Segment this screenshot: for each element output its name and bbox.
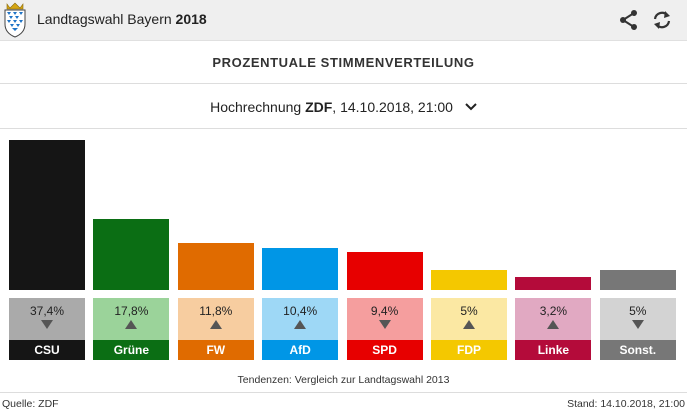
party-column: 10,4% AfD xyxy=(262,130,339,360)
value-box: 5% xyxy=(431,298,507,340)
result-bar xyxy=(93,219,170,290)
party-label: Grüne xyxy=(93,340,170,360)
value-label: 5% xyxy=(460,304,478,318)
trend-down-icon xyxy=(631,320,644,329)
value-label: 37,4% xyxy=(29,304,65,318)
bavaria-crest-icon xyxy=(4,2,26,38)
top-bar: Landtagswahl Bayern 2018 xyxy=(0,0,687,41)
party-column: 11,8% FW xyxy=(177,130,254,360)
forecast-prefix: Hochrechnung xyxy=(210,99,302,115)
result-bar xyxy=(515,277,592,290)
share-icon[interactable] xyxy=(618,9,640,31)
value-box: 17,8% xyxy=(93,298,170,340)
refresh-icon[interactable] xyxy=(651,9,673,31)
result-bar xyxy=(9,140,85,290)
trend-up-icon xyxy=(294,320,307,329)
value-label: 17,8% xyxy=(114,304,149,318)
footer: Quelle: ZDF Stand: 14.10.2018, 21:00 xyxy=(0,392,687,413)
timestamp-text: Stand: 14.10.2018, 21:00 xyxy=(567,398,685,410)
party-column: 3,2% Linke xyxy=(515,130,592,360)
trend-down-icon xyxy=(41,320,53,329)
section-title: PROZENTUALE STIMMENVERTEILUNG xyxy=(0,41,687,84)
value-label: 3,2% xyxy=(539,304,568,318)
party-label: CSU xyxy=(9,340,85,360)
value-label: 11,8% xyxy=(199,304,233,318)
party-column: 17,8% Grüne xyxy=(93,130,170,360)
trend-up-icon xyxy=(125,320,138,329)
results-chart: 37,4% CSU 17,8% Grüne 11,8% FW 10,4% AfD 9,4% SPD… xyxy=(0,130,687,360)
value-box: 3,2% xyxy=(515,298,592,340)
value-label: 9,4% xyxy=(370,304,399,318)
value-box: 9,4% xyxy=(346,298,423,340)
source-text: Quelle: ZDF xyxy=(2,398,59,410)
value-label: 5% xyxy=(629,304,647,318)
party-label: SPD xyxy=(346,340,423,360)
trend-down-icon xyxy=(378,320,391,329)
forecast-datetime: , 14.10.2018, 21:00 xyxy=(332,99,453,115)
value-box: 11,8% xyxy=(177,298,254,340)
value-box: 5% xyxy=(599,298,676,340)
forecast-source: ZDF xyxy=(305,99,333,115)
trend-up-icon xyxy=(463,320,475,329)
result-bar xyxy=(346,252,423,290)
party-label: AfD xyxy=(262,340,339,360)
party-column: 37,4% CSU xyxy=(9,130,85,360)
value-box: 10,4% xyxy=(262,298,339,340)
chevron-down-icon[interactable] xyxy=(465,103,477,111)
result-bar xyxy=(431,270,507,290)
result-bar xyxy=(599,270,676,290)
forecast-selector[interactable]: Hochrechnung ZDF, 14.10.2018, 21:00 xyxy=(0,85,687,129)
result-bar xyxy=(262,248,339,290)
trend-note: Tendenzen: Vergleich zur Landtagswahl 20… xyxy=(237,374,450,386)
result-bar xyxy=(177,243,254,290)
party-label: Linke xyxy=(515,340,592,360)
party-label: FW xyxy=(177,340,254,360)
app-title: Landtagswahl Bayern 2018 xyxy=(37,11,207,27)
party-column: 9,4% SPD xyxy=(346,130,423,360)
trend-up-icon xyxy=(547,320,560,329)
value-label: 10,4% xyxy=(283,304,318,318)
party-label: Sonst. xyxy=(599,340,676,360)
party-column: 5% FDP xyxy=(431,130,507,360)
trend-up-icon xyxy=(209,320,222,329)
party-column: 5% Sonst. xyxy=(599,130,676,360)
party-label: FDP xyxy=(431,340,507,360)
value-box: 37,4% xyxy=(9,298,85,340)
